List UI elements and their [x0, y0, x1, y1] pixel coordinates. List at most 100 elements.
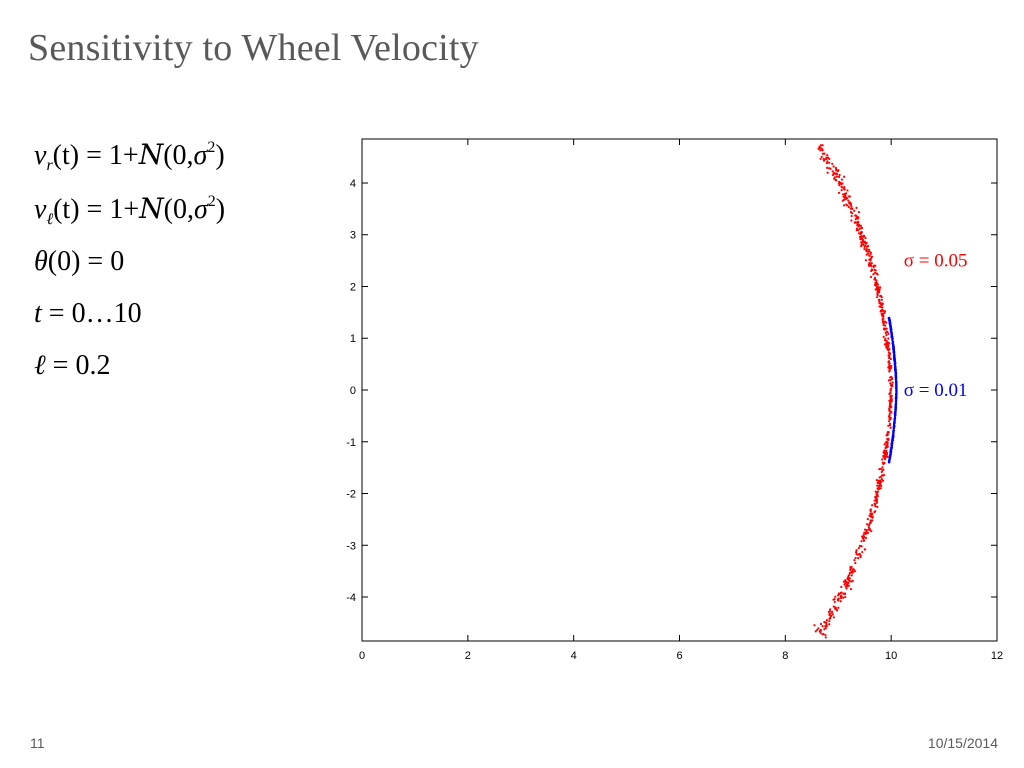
data-point: [829, 608, 832, 611]
data-point: [822, 159, 826, 162]
series-annotation: σ = 0.01: [904, 380, 968, 401]
data-point: [887, 345, 890, 348]
data-point: [884, 451, 887, 454]
data-point: [853, 209, 856, 212]
data-point: [855, 551, 858, 554]
data-point: [876, 484, 879, 487]
data-point: [891, 381, 894, 384]
data-point: [864, 532, 867, 535]
data-point: [868, 522, 871, 525]
data-point: [888, 412, 891, 416]
data-point: [875, 501, 878, 504]
data-point: [889, 451, 893, 454]
data-point: [886, 330, 889, 334]
data-point: [841, 199, 845, 202]
data-point: [882, 327, 886, 330]
data-point: [867, 248, 871, 251]
data-point: [852, 568, 856, 571]
data-point: [835, 608, 838, 611]
eq-vl-rhs-a: 1+: [109, 194, 140, 225]
data-point: [892, 346, 895, 349]
data-point: [822, 632, 825, 636]
data-point: [874, 505, 877, 508]
data-point: [894, 367, 897, 370]
data-point: [878, 484, 881, 488]
data-point: [890, 333, 894, 336]
data-point: [851, 579, 854, 582]
data-point: [816, 628, 819, 632]
data-point: [894, 406, 897, 409]
data-point: [831, 170, 834, 173]
data-point: [860, 545, 863, 548]
data-point: [893, 413, 897, 416]
data-point: [837, 175, 841, 179]
data-point: [831, 610, 834, 613]
series-1-points: [887, 316, 898, 464]
data-point: [847, 574, 850, 578]
data-point: [890, 444, 893, 447]
data-point: [894, 371, 898, 374]
data-point: [844, 194, 847, 197]
data-point: [869, 253, 872, 256]
data-point: [828, 623, 831, 626]
data-point: [835, 175, 838, 178]
data-point: [832, 165, 835, 168]
data-point: [878, 300, 881, 303]
data-point: [884, 324, 887, 327]
data-point: [869, 275, 873, 279]
data-point: [890, 383, 894, 386]
data-point: [823, 628, 826, 631]
data-point: [829, 612, 832, 615]
data-point: [887, 351, 891, 354]
data-point: [887, 332, 890, 335]
data-point: [890, 335, 894, 338]
data-point: [894, 408, 897, 411]
y-tick-label: 0: [350, 385, 356, 397]
equation-axle-length: ℓ = 0.2: [34, 350, 110, 382]
data-point: [873, 499, 876, 502]
data-point: [838, 173, 841, 177]
data-point: [844, 595, 847, 599]
data-point: [843, 195, 846, 198]
data-point: [857, 546, 860, 550]
data-point: [842, 193, 845, 196]
data-point: [884, 441, 887, 444]
data-point: [842, 204, 846, 207]
data-point: [892, 425, 895, 428]
data-point: [889, 426, 892, 429]
data-point: [849, 587, 853, 591]
data-point: [826, 153, 829, 157]
data-point: [840, 585, 843, 589]
data-point: [864, 536, 868, 540]
data-point: [838, 180, 841, 183]
data-point: [876, 283, 879, 286]
data-point: [819, 622, 823, 626]
data-point: [863, 247, 866, 251]
data-point: [886, 455, 889, 458]
data-point: [868, 527, 871, 530]
data-point: [889, 391, 892, 395]
data-point: [877, 479, 881, 482]
data-point: [876, 296, 879, 299]
data-point: [878, 302, 881, 305]
data-point: [850, 205, 853, 208]
y-tick-label: 4: [350, 178, 356, 190]
data-point: [885, 446, 889, 449]
eq-theta-op: =: [87, 246, 104, 277]
data-point: [870, 255, 873, 258]
data-point: [889, 387, 893, 390]
data-point: [884, 331, 887, 335]
data-point: [854, 562, 857, 565]
eq-time-lhs: t: [34, 298, 42, 329]
data-point: [888, 405, 891, 408]
data-point: [882, 320, 886, 323]
data-point: [845, 587, 848, 590]
data-point: [857, 556, 860, 560]
data-point: [831, 613, 834, 616]
x-tick-label: 4: [571, 650, 577, 662]
data-point: [865, 528, 868, 532]
data-point: [847, 579, 850, 582]
eq-vl-rhs-c: ): [215, 194, 226, 225]
data-point: [834, 166, 838, 170]
